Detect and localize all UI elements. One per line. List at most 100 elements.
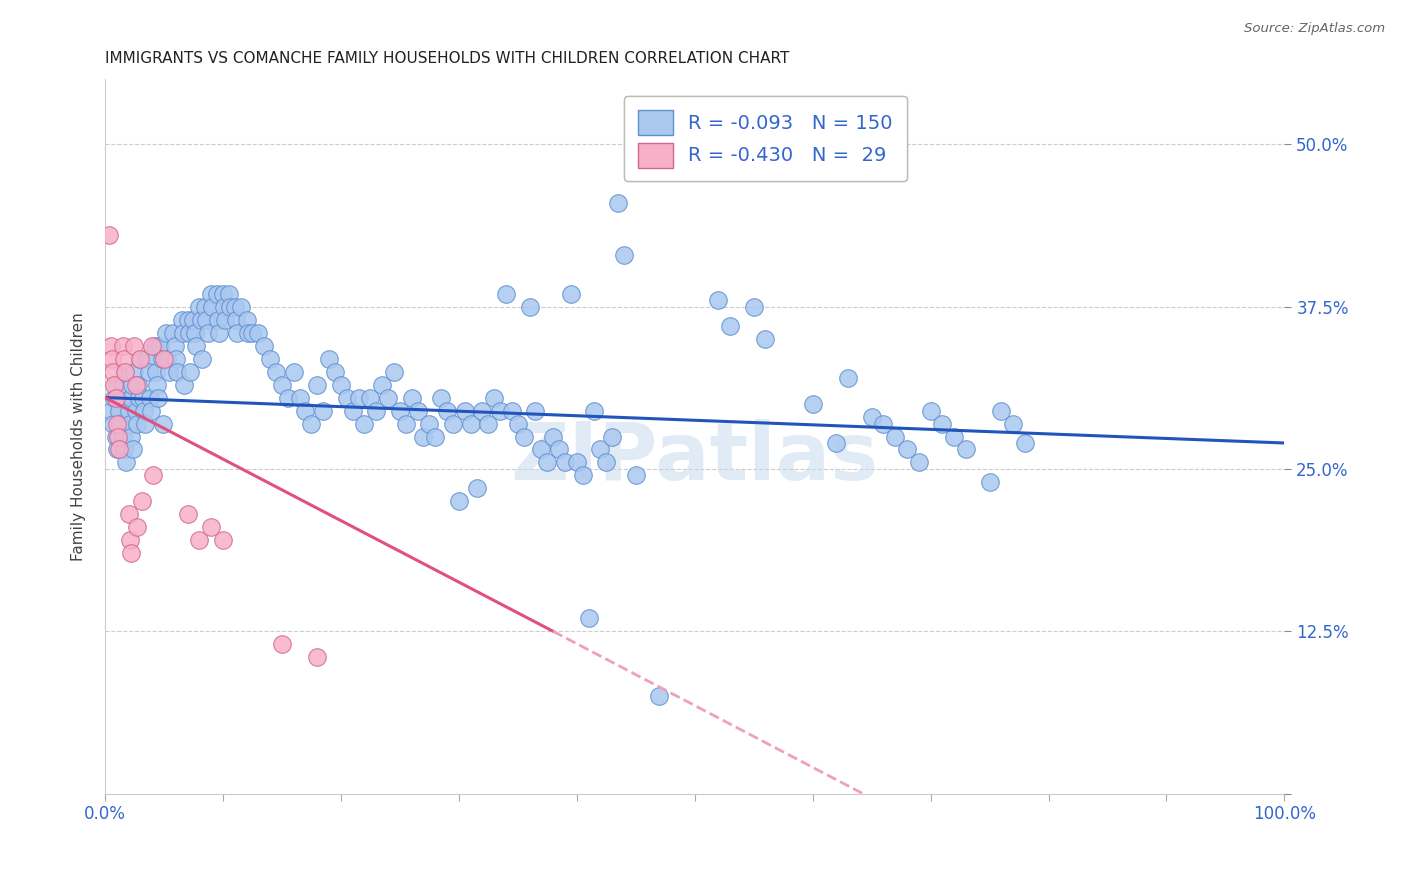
Point	[471, 403, 494, 417]
Point	[201, 300, 224, 314]
Point	[541, 429, 564, 443]
Point	[489, 403, 512, 417]
Point	[226, 326, 249, 340]
Point	[323, 365, 346, 379]
Point	[112, 351, 135, 366]
Point	[122, 442, 145, 457]
Point	[436, 403, 458, 417]
Point	[219, 300, 242, 314]
Point	[212, 533, 235, 548]
Point	[607, 195, 630, 210]
Point	[124, 377, 146, 392]
Point	[195, 312, 218, 326]
Point	[132, 391, 155, 405]
Point	[101, 351, 124, 366]
Point	[447, 494, 470, 508]
Point	[114, 365, 136, 379]
Point	[565, 455, 588, 469]
Point	[495, 286, 517, 301]
Point	[235, 312, 257, 326]
Point	[412, 429, 434, 443]
Point	[100, 403, 122, 417]
Point	[229, 300, 252, 314]
Point	[149, 338, 172, 352]
Point	[506, 417, 529, 431]
Point	[754, 332, 776, 346]
Point	[105, 442, 128, 457]
Point	[105, 377, 128, 392]
Point	[312, 403, 335, 417]
Point	[718, 319, 741, 334]
Point	[156, 351, 179, 366]
Point	[120, 391, 142, 405]
Point	[173, 377, 195, 392]
Point	[107, 429, 129, 443]
Point	[512, 429, 534, 443]
Point	[329, 377, 352, 392]
Point	[247, 326, 270, 340]
Point	[353, 417, 375, 431]
Point	[1002, 417, 1025, 431]
Point	[578, 611, 600, 625]
Point	[406, 403, 429, 417]
Point	[212, 286, 235, 301]
Point	[214, 312, 236, 326]
Point	[197, 326, 219, 340]
Point	[600, 429, 623, 443]
Point	[288, 391, 311, 405]
Point	[121, 377, 143, 392]
Point	[166, 365, 188, 379]
Point	[132, 403, 155, 417]
Point	[142, 468, 165, 483]
Point	[117, 508, 139, 522]
Point	[236, 326, 259, 340]
Point	[145, 365, 167, 379]
Point	[907, 455, 929, 469]
Point	[270, 637, 292, 651]
Point	[554, 455, 576, 469]
Point	[270, 377, 292, 392]
Point	[548, 442, 571, 457]
Point	[524, 403, 547, 417]
Point	[112, 442, 135, 457]
Point	[183, 326, 205, 340]
Point	[401, 391, 423, 405]
Point	[299, 417, 322, 431]
Point	[155, 326, 177, 340]
Point	[153, 351, 176, 366]
Point	[418, 417, 440, 431]
Point	[188, 300, 211, 314]
Point	[184, 338, 207, 352]
Point	[465, 482, 488, 496]
Point	[139, 391, 162, 405]
Point	[146, 377, 169, 392]
Text: IMMIGRANTS VS COMANCHE FAMILY HOUSEHOLDS WITH CHILDREN CORRELATION CHART: IMMIGRANTS VS COMANCHE FAMILY HOUSEHOLDS…	[105, 51, 789, 66]
Point	[139, 403, 162, 417]
Point	[253, 338, 276, 352]
Point	[131, 494, 153, 508]
Point	[277, 391, 299, 405]
Point	[100, 338, 122, 352]
Point	[501, 403, 523, 417]
Point	[157, 365, 180, 379]
Point	[218, 286, 240, 301]
Point	[190, 351, 212, 366]
Point	[395, 417, 418, 431]
Point	[183, 312, 205, 326]
Point	[477, 417, 499, 431]
Point	[589, 442, 612, 457]
Point	[108, 442, 131, 457]
Point	[111, 377, 134, 392]
Point	[103, 417, 125, 431]
Point	[208, 326, 231, 340]
Point	[860, 410, 883, 425]
Point	[931, 417, 953, 431]
Point	[114, 365, 136, 379]
Point	[359, 391, 381, 405]
Legend: R = -0.093   N = 150, R = -0.430   N =  29: R = -0.093 N = 150, R = -0.430 N = 29	[624, 96, 907, 181]
Point	[430, 391, 453, 405]
Point	[482, 391, 505, 405]
Point	[347, 391, 370, 405]
Point	[366, 403, 388, 417]
Point	[125, 417, 148, 431]
